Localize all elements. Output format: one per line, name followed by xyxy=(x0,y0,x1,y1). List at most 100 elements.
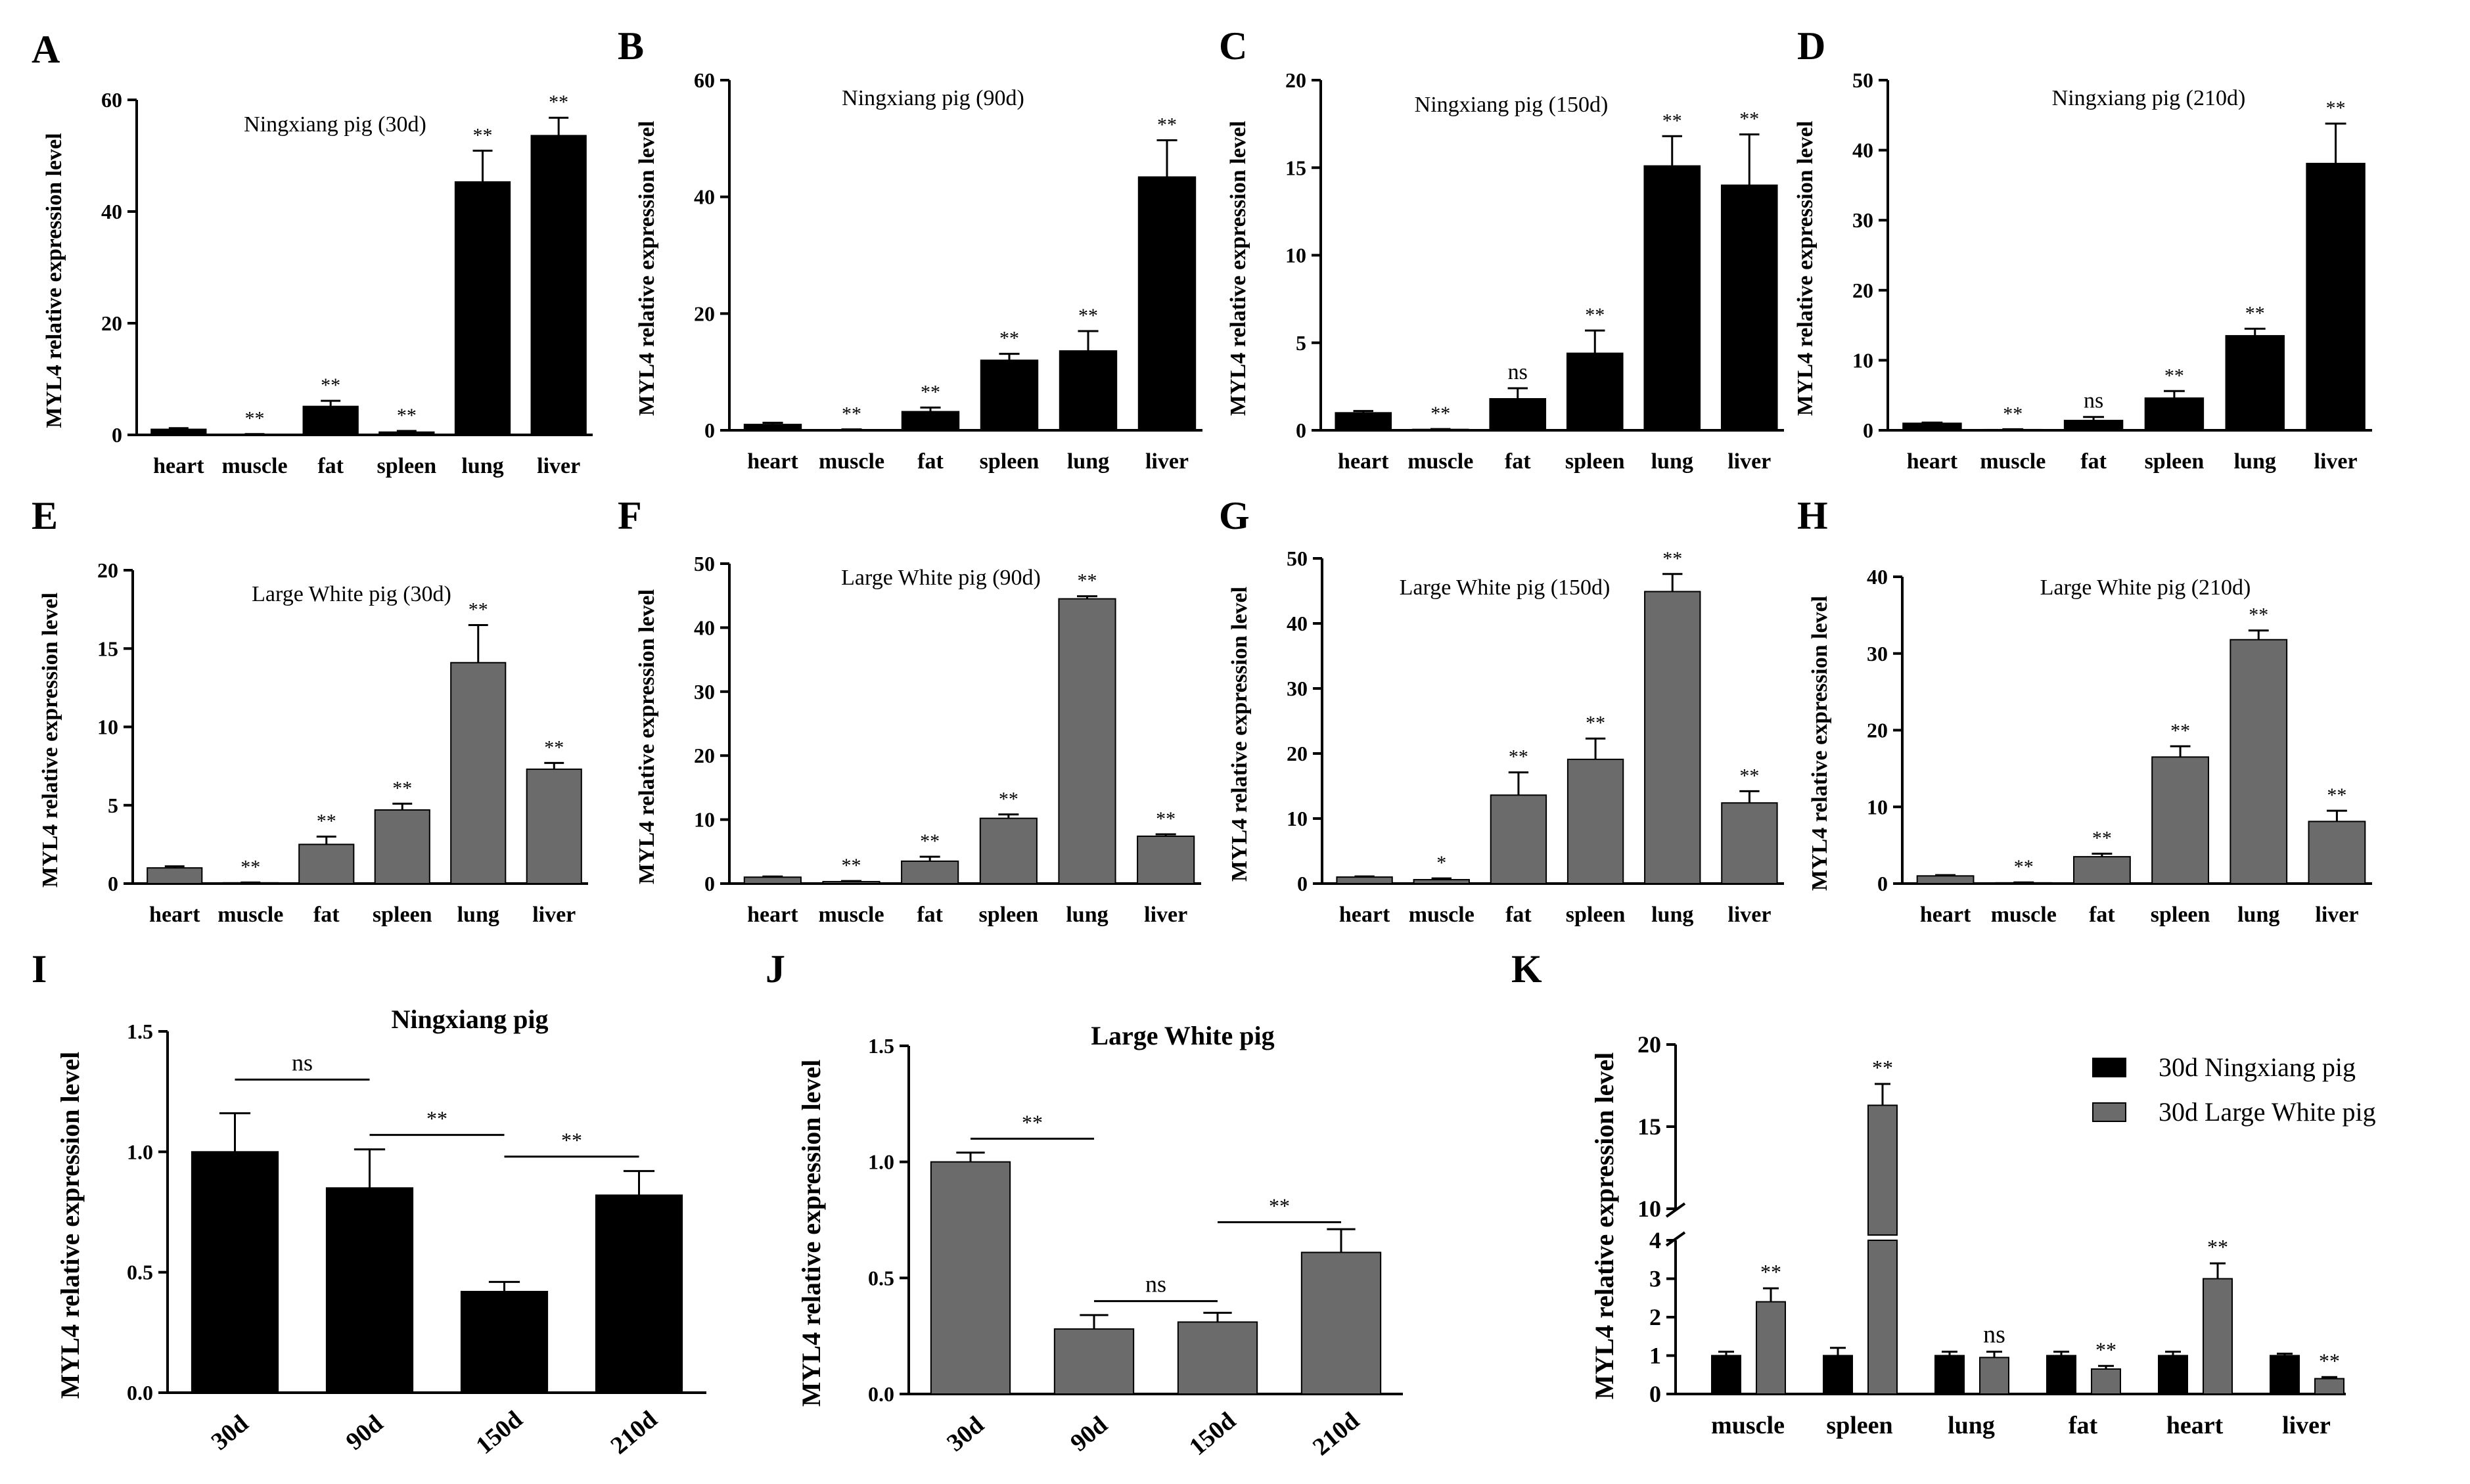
panel-label: F xyxy=(618,494,642,537)
bar-heart xyxy=(743,424,802,431)
chart-title: Ningxiang pig (30d) xyxy=(244,112,426,137)
significance-label: ** xyxy=(1078,305,1098,326)
y-tick-label: 20 xyxy=(1637,1031,1661,1058)
x-tick-label: fat xyxy=(1505,449,1531,474)
panel-e: E 0 5 10 15 20 MYL4 relative expression level L… xyxy=(32,494,588,927)
bar-lung xyxy=(1934,1355,1965,1395)
bar-fat xyxy=(2091,1368,2121,1395)
bar-lung xyxy=(1644,591,1701,884)
significance-label: ** xyxy=(1760,1260,1781,1284)
y-tick-label: 3 xyxy=(1649,1266,1661,1292)
y-tick-label: 0 xyxy=(704,872,715,895)
legend-swatch xyxy=(2092,1058,2126,1077)
x-tick-label: spleen xyxy=(377,454,436,478)
significance-label: ** xyxy=(1430,403,1450,424)
panel-label: D xyxy=(1797,24,1825,68)
significance-label: ** xyxy=(999,328,1019,349)
significance-label: ** xyxy=(1157,114,1177,135)
y-tick-label: 0 xyxy=(1863,418,1873,442)
y-tick-label: 30 xyxy=(1287,677,1308,700)
significance-label: ** xyxy=(1662,548,1682,570)
y-tick-label: 30 xyxy=(1852,208,1873,232)
x-tick-label: muscle xyxy=(818,903,884,927)
significance-label: ** xyxy=(1509,746,1528,768)
significance-label: ** xyxy=(842,855,861,876)
significance-label: ** xyxy=(1586,712,1605,734)
x-tick-label: lung xyxy=(457,903,499,927)
y-tick-label: 0 xyxy=(1297,872,1308,895)
bar-fat xyxy=(1490,794,1547,884)
y-tick-label: 20 xyxy=(1287,742,1308,765)
significance-label: ns xyxy=(2084,389,2103,413)
significance-label: * xyxy=(1436,852,1446,874)
chart-title: Large White pig (210d) xyxy=(2040,575,2251,600)
significance-label: ns xyxy=(1508,360,1528,384)
significance-label: ** xyxy=(1585,304,1605,326)
y-tick-label: 15 xyxy=(97,637,118,660)
y-tick-label: 0.5 xyxy=(127,1261,153,1284)
x-tick-label: 210d xyxy=(1308,1407,1365,1461)
x-tick-label: heart xyxy=(2166,1412,2224,1439)
x-tick-label: muscle xyxy=(1407,449,1473,474)
significance-label: ** xyxy=(317,810,336,832)
chart-title: Ningxiang pig (150d) xyxy=(1415,93,1609,117)
legend-label: 30d Large White pig xyxy=(2159,1097,2376,1127)
y-tick-label: 60 xyxy=(101,88,122,112)
panel-i: I 0.0 0.5 1.0 1.5 MYL4 relative expression le… xyxy=(32,947,706,1460)
x-tick-label: heart xyxy=(1339,903,1390,927)
x-tick-label: 30d xyxy=(942,1411,989,1457)
bar-muscle xyxy=(1711,1355,1741,1395)
significance-label: ** xyxy=(920,830,940,852)
significance-label: ** xyxy=(1872,1056,1893,1079)
panel-label: K xyxy=(1511,947,1542,991)
x-tick-label: liver xyxy=(537,454,580,478)
bar-210d xyxy=(1300,1251,1382,1395)
y-tick-label: 10 xyxy=(1852,348,1873,372)
legend-label: 30d Ningxiang pig xyxy=(2159,1052,2356,1082)
x-tick-label: spleen xyxy=(1566,903,1626,927)
bar-liver xyxy=(1137,176,1197,431)
y-tick-label: 20 xyxy=(1867,719,1888,742)
y-tick-label: 40 xyxy=(1852,139,1873,162)
y-tick-label: 50 xyxy=(694,552,715,575)
bar-90d xyxy=(325,1187,414,1394)
bar-liver xyxy=(2314,1378,2344,1395)
bar-liver xyxy=(1137,835,1195,884)
significance-label: ** xyxy=(544,736,564,758)
x-tick-label: heart xyxy=(1907,449,1958,474)
bar-lung xyxy=(1979,1357,2009,1395)
x-tick-label: heart xyxy=(153,454,204,478)
x-tick-label: lung xyxy=(1948,1412,1995,1439)
panel-label: E xyxy=(32,494,58,537)
bar-fat xyxy=(1489,398,1547,432)
bar-muscle xyxy=(1413,879,1470,885)
significance-label: ** xyxy=(397,405,417,426)
y-tick-label: 10 xyxy=(694,808,715,832)
y-tick-label: 20 xyxy=(1285,68,1306,92)
chart-title: Large White pig xyxy=(1091,1021,1274,1050)
x-tick-label: 90d xyxy=(341,1410,388,1456)
bar-lung xyxy=(1059,350,1118,431)
chart-title: Ningxiang pig (90d) xyxy=(842,86,1024,110)
x-tick-label: fat xyxy=(2089,903,2115,927)
bar-heart xyxy=(1335,412,1392,431)
y-tick-label: 10 xyxy=(1867,795,1888,819)
comparison-label: ns xyxy=(1145,1271,1166,1297)
comparison-label: ** xyxy=(561,1129,582,1152)
y-tick-label: 1.0 xyxy=(127,1140,153,1163)
bar-heart xyxy=(150,428,207,436)
panel-label: C xyxy=(1219,24,1247,68)
y-axis-label: MYL4 relative expression level xyxy=(1227,587,1252,882)
y-axis-label: MYL4 relative expression level xyxy=(796,1060,826,1406)
x-tick-label: lung xyxy=(1067,449,1109,474)
x-tick-label: heart xyxy=(1920,903,1971,927)
bar-heart xyxy=(147,867,203,885)
y-tick-label: 60 xyxy=(694,68,715,92)
bar-90d xyxy=(1053,1328,1135,1395)
bar-lung xyxy=(454,181,511,436)
chart-title: Ningxiang pig (210d) xyxy=(2052,86,2246,110)
significance-label: ** xyxy=(921,381,940,403)
bar-lung xyxy=(1643,165,1701,432)
bar-lung xyxy=(450,662,507,885)
